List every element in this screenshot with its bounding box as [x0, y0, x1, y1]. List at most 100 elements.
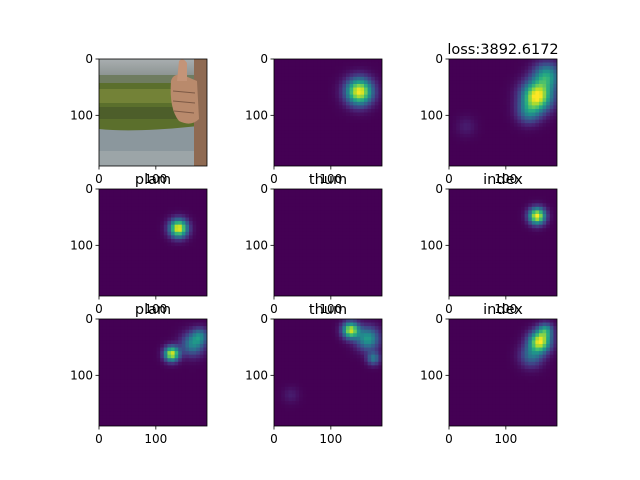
heatmap-cell [374, 206, 379, 211]
heatmap-cell [163, 224, 168, 229]
heatmap-cell [549, 189, 554, 193]
heatmap-cell [292, 62, 296, 67]
heatmap-cell [288, 192, 293, 197]
heatmap-cell [546, 235, 551, 240]
heatmap-cell [99, 358, 103, 363]
heatmap-cell [113, 333, 118, 338]
heatmap-cell [203, 319, 207, 323]
heatmap-cell [539, 59, 543, 63]
heatmap-cell [535, 210, 540, 215]
heatmap-cell [131, 333, 136, 338]
heatmap-cell [535, 260, 540, 265]
heatmap-cell [145, 192, 150, 197]
heatmap-cell [360, 224, 365, 229]
heatmap-cell [317, 73, 322, 78]
heatmap-cell [503, 94, 507, 99]
heatmap-cell [138, 292, 143, 296]
heatmap-cell [492, 263, 497, 268]
heatmap-cell [310, 162, 314, 166]
heatmap-cell [284, 141, 289, 145]
heatmap-cell [189, 263, 193, 268]
heatmap-cell [546, 253, 551, 258]
heatmap-cell [317, 116, 322, 121]
heatmap-cell [378, 98, 382, 103]
heatmap-cell [528, 253, 533, 258]
heatmap-cell [292, 126, 296, 131]
heatmap-cell [481, 213, 486, 218]
heatmap-cell [153, 288, 157, 293]
heatmap-cell [131, 210, 136, 215]
heatmap-cell [102, 210, 107, 215]
heatmap-cell [510, 213, 515, 218]
heatmap-cell [99, 256, 103, 261]
heatmap-cell [474, 62, 479, 67]
heatmap-cell [488, 83, 493, 88]
heatmap-cell [485, 105, 489, 110]
heatmap-cell [539, 288, 543, 293]
heatmap-cell [524, 130, 529, 135]
heatmap-cell [320, 217, 325, 222]
heatmap-cell [467, 224, 471, 229]
heatmap-cell [367, 235, 372, 240]
heatmap-cell [328, 213, 332, 218]
heatmap-cell [524, 292, 529, 296]
heatmap-cell [449, 235, 453, 240]
heatmap-cell [295, 80, 300, 85]
heatmap-cell [274, 192, 278, 197]
heatmap-cell [492, 199, 497, 204]
heatmap-cell [364, 151, 368, 156]
heatmap-cell [328, 267, 332, 272]
heatmap-cell [313, 292, 318, 296]
heatmap-cell [102, 340, 107, 345]
heatmap-cell [356, 192, 361, 197]
heatmap-cell [310, 126, 314, 131]
heatmap-cell [335, 271, 340, 275]
heatmap-cell [485, 203, 489, 208]
heatmap-cell [277, 256, 282, 261]
heatmap-cell [113, 246, 118, 251]
heatmap-cell [335, 203, 340, 208]
heatmap-cell [131, 278, 136, 283]
heatmap-cell [346, 155, 350, 160]
heatmap-cell [306, 292, 311, 296]
heatmap-cell [106, 281, 111, 286]
heatmap-cell [353, 105, 358, 110]
heatmap-cell [335, 196, 340, 201]
heatmap-cell [528, 94, 533, 99]
heatmap-cell [356, 253, 361, 258]
heatmap-cell [317, 108, 322, 113]
heatmap-cell [367, 130, 372, 135]
heatmap-cell [488, 94, 493, 99]
heatmap-cell [131, 351, 136, 356]
heatmap-cell [378, 263, 382, 268]
heatmap-cell [449, 101, 453, 106]
heatmap-cell [277, 224, 282, 229]
heatmap-cell [353, 116, 358, 121]
heatmap-cell [185, 288, 190, 293]
heatmap-cell [485, 87, 489, 92]
heatmap-cell [449, 246, 453, 251]
heatmap-cell [481, 281, 486, 286]
heatmap-cell [374, 213, 379, 218]
heatmap-cell [367, 101, 372, 106]
heatmap-cell [481, 126, 486, 131]
heatmap-cell [120, 217, 125, 222]
heatmap-cell [499, 158, 504, 163]
heatmap-cell [178, 246, 183, 251]
heatmap-cell [196, 361, 201, 366]
heatmap-cell [492, 133, 497, 138]
heatmap-cell [163, 260, 168, 265]
heatmap-cell [524, 80, 529, 85]
heatmap-cell [503, 271, 507, 275]
heatmap-cell [470, 189, 475, 193]
heatmap-cell [302, 213, 307, 218]
heatmap-cell [524, 108, 529, 113]
heatmap-cell [302, 196, 307, 201]
heatmap-cell [181, 278, 186, 283]
heatmap-cell [113, 271, 118, 275]
heatmap-cell [295, 281, 300, 286]
heatmap-cell [120, 203, 125, 208]
heatmap-cell [492, 116, 497, 121]
heatmap-cell [495, 263, 500, 268]
heatmap-cell [328, 123, 332, 128]
